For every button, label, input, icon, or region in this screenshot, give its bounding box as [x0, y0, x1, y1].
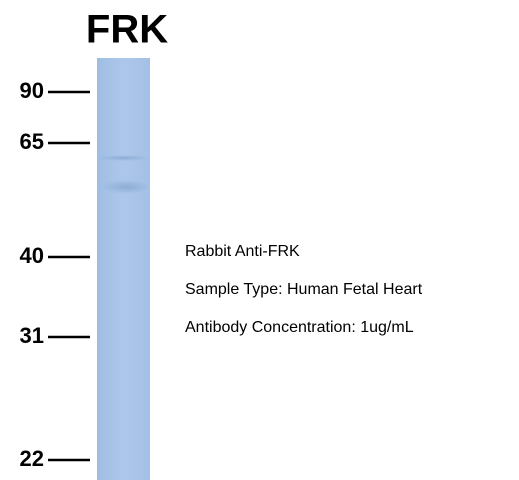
- blot-figure: FRK 90 65 40 31 22 Rabbit Anti-FRK Sample Typ…: [0, 0, 519, 480]
- blot-lane: [97, 58, 150, 480]
- marker-label: 40: [20, 243, 44, 268]
- blot-title: FRK: [86, 8, 168, 52]
- protein-band: [102, 180, 150, 194]
- faint-band: [98, 155, 150, 161]
- marker-ladder: 90 65 40 31 22: [20, 78, 90, 471]
- marker-label: 65: [20, 129, 44, 154]
- marker-label: 22: [20, 446, 44, 471]
- info-line: Rabbit Anti-FRK: [185, 243, 300, 260]
- info-line: Sample Type: Human Fetal Heart: [185, 281, 423, 298]
- info-line: Antibody Concentration: 1ug/mL: [185, 319, 414, 336]
- marker-label: 90: [20, 78, 44, 103]
- marker-label: 31: [20, 323, 44, 348]
- info-text: Rabbit Anti-FRK Sample Type: Human Fetal …: [185, 243, 423, 336]
